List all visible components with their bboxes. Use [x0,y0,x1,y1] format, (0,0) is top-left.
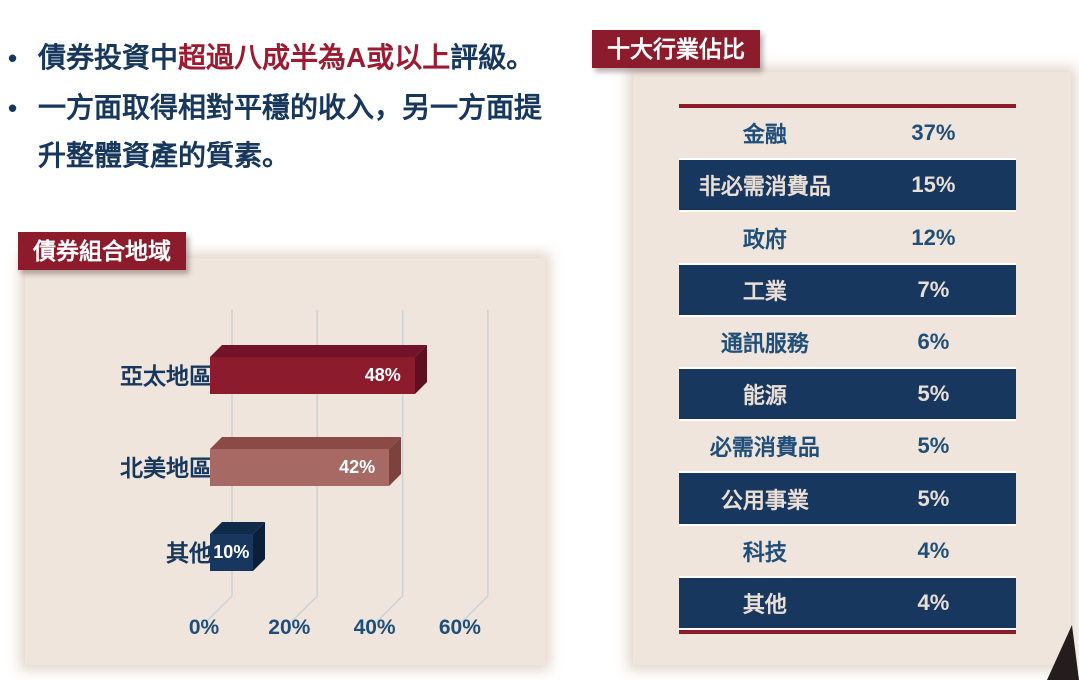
bullet-text-segment: 評級。 [450,42,535,73]
table-row-其他: 其他 4% [679,575,1016,631]
category-label: 亞太地區 [120,363,212,389]
industry-table-panel: 金融 37% 非必需消費品 15% 政府 12% 工業 7% 通訊服務 6% 能源 5% 必需消費品 5%… [633,72,1071,665]
industry-name: 必需消費品 [709,435,820,461]
table-row-工業: 工業 7% [679,262,1016,317]
x-axis-tick-label: 40% [353,616,396,639]
industry-name: 公用事業 [720,487,809,513]
bullet-text-segment: 一方面取得相對平穩的收入，另一方面提 [38,92,543,123]
industry-table-title: 十大行業佔比 [592,30,760,68]
industry-weight: 5% [917,381,950,407]
bar-value-label: 42% [339,457,376,477]
bullet-text-segment: 升整體資產的質素。 [38,140,291,171]
x-axis-tick-label: 60% [438,616,481,639]
gridline-0% [205,310,233,623]
bullet-list: 債券投資中超過八成半為A或以上評級。一方面取得相對平穩的收入，另一方面提升整體資… [6,34,578,182]
industry-weight: 4% [917,537,950,563]
industry-name: 能源 [742,383,787,409]
bar-top-face [210,345,427,357]
industry-name: 工業 [742,278,787,304]
table-row-必需消費品: 必需消費品 5% [679,421,1016,471]
bullet-item-1: 債券投資中超過八成半為A或以上評級。 [6,34,578,82]
industry-weight: 4% [917,589,950,615]
industry-weight: 5% [917,433,950,459]
industry-weight: 37% [911,120,956,146]
table-row-能源: 能源 5% [679,367,1016,422]
industry-name: 金融 [742,122,787,148]
bar-其他: 10% [210,522,265,571]
industry-table: 金融 37% 非必需消費品 15% 政府 12% 工業 7% 通訊服務 6% 能源 5% 必需消費品 5%… [679,104,1016,634]
industry-name: 通訊服務 [720,330,809,356]
bar-top-face [210,437,402,449]
category-label: 其他 [166,540,212,566]
category-label: 北美地區 [120,455,212,481]
bullet-text-segment: 債券投資中 [38,42,179,73]
table-row-公用事業: 公用事業 5% [679,471,1016,526]
gridline-20% [290,310,319,623]
industry-name: 非必需消費品 [698,174,831,200]
x-axis-tick-label: 20% [268,616,311,639]
bar-北美地區: 42% [210,437,402,486]
bar-value-label: 10% [213,542,250,562]
bar-value-label: 48% [364,365,401,385]
x-axis-tick-label: 0% [188,616,220,639]
industry-name: 其他 [742,591,787,617]
industry-weight: 7% [917,276,950,302]
bond-region-chart-title: 債券組合地域 [18,232,186,270]
table-row-非必需消費品: 非必需消費品 15% [679,158,1016,213]
bond-region-chart-panel: 0% 20% 40% 60% 亞太地區 48% 北美地區 42% 其他 10% [25,258,545,665]
table-row-科技: 科技 4% [679,526,1016,576]
industry-weight: 5% [917,485,950,511]
industry-weight: 12% [911,224,956,250]
bar-亞太地區: 48% [210,345,427,394]
table-row-政府: 政府 12% [679,212,1016,262]
table-row-金融: 金融 37% [679,108,1016,158]
gridline-40% [376,310,404,623]
industry-weight: 6% [917,328,950,354]
industry-weight: 15% [911,172,956,198]
gridline-60% [461,310,489,623]
bullet-text-segment: 超過八成半為A或以上 [178,42,451,73]
industry-name: 科技 [742,539,787,565]
chart-gridlines [205,310,489,623]
industry-name: 政府 [742,226,787,252]
table-row-通訊服務: 通訊服務 6% [679,317,1016,367]
